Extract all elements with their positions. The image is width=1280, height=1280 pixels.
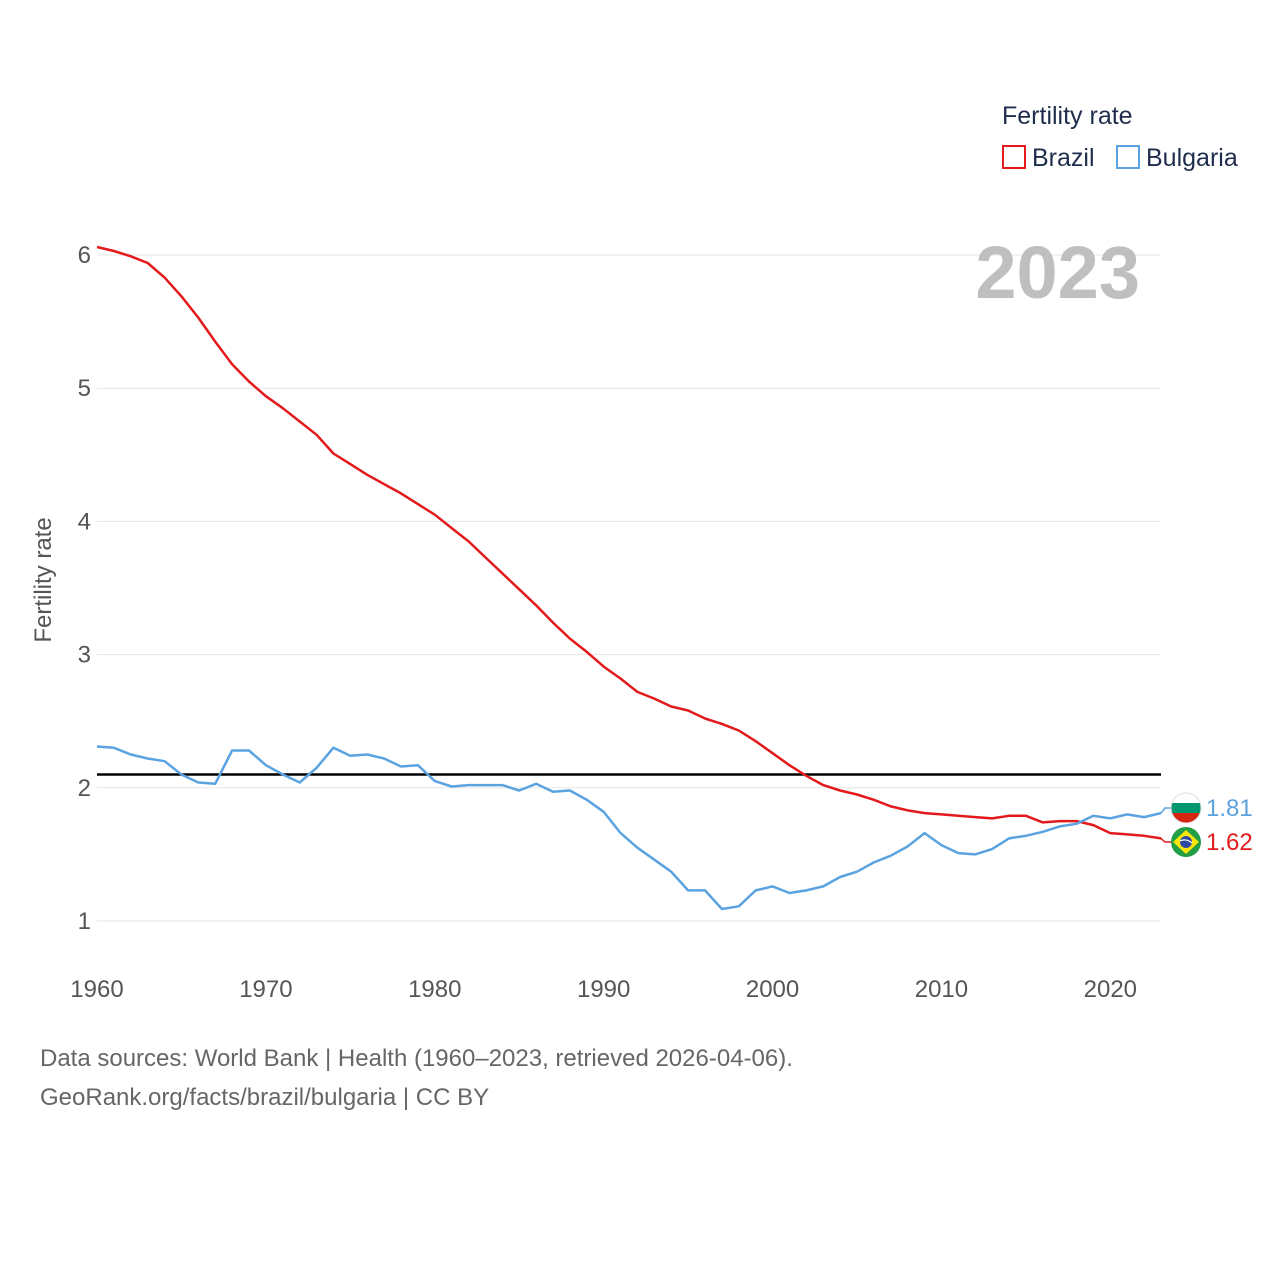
x-axis: 1960 1970 1980 1990 2000 2010 2020 xyxy=(70,976,1137,1003)
x-tick-label: 2020 xyxy=(1084,976,1137,1003)
source-link[interactable]: GeoRank.org/facts/brazil/bulgaria | CC B… xyxy=(40,1084,490,1111)
legend-label-brazil[interactable]: Brazil xyxy=(1032,144,1095,172)
chart: 2023 1 2 3 4 5 6 1960 1970 1980 1990 2000 2010 2020… xyxy=(30,102,1253,1003)
bulgaria-flag-border xyxy=(1170,792,1202,824)
end-connector-bulgaria xyxy=(1160,807,1171,814)
bulgaria-flag-icon xyxy=(1171,793,1201,823)
brazil-flag-icon xyxy=(1171,827,1201,857)
legend-title: Fertility rate xyxy=(1002,102,1133,130)
end-connector-brazil xyxy=(1160,837,1171,843)
legend-swatch-brazil[interactable] xyxy=(1002,145,1026,169)
bulgaria-end-value: 1.81 xyxy=(1206,795,1253,822)
y-tick-label: 2 xyxy=(78,775,91,802)
y-tick-label: 4 xyxy=(78,508,91,535)
brazil-end-value: 1.62 xyxy=(1206,829,1253,856)
gridlines xyxy=(97,254,1161,922)
x-tick-label: 2000 xyxy=(746,976,799,1003)
x-tick-label: 1990 xyxy=(577,976,630,1003)
x-tick-label: 1960 xyxy=(70,976,123,1003)
y-tick-label: 6 xyxy=(78,242,91,269)
y-tick-label: 5 xyxy=(78,375,91,402)
legend[interactable]: Fertility rate Brazil Bulgaria xyxy=(1002,102,1238,172)
x-tick-label: 1970 xyxy=(239,976,292,1003)
y-tick-label: 3 xyxy=(78,642,91,669)
legend-swatch-bulgaria[interactable] xyxy=(1116,145,1140,169)
series-line-brazil[interactable] xyxy=(96,245,1162,840)
y-tick-label: 1 xyxy=(78,908,91,935)
y-axis: 1 2 3 4 5 6 xyxy=(78,242,91,935)
x-tick-label: 2010 xyxy=(915,976,968,1003)
data-source-note: Data sources: World Bank | Health (1960–… xyxy=(40,1045,793,1072)
series-lines xyxy=(96,245,1162,911)
x-tick-label: 1980 xyxy=(408,976,461,1003)
year-label: 2023 xyxy=(975,231,1140,314)
y-axis-label: Fertility rate xyxy=(30,517,57,642)
end-markers xyxy=(1160,807,1171,843)
series-line-bulgaria[interactable] xyxy=(96,745,1162,911)
legend-label-bulgaria[interactable]: Bulgaria xyxy=(1146,144,1238,172)
